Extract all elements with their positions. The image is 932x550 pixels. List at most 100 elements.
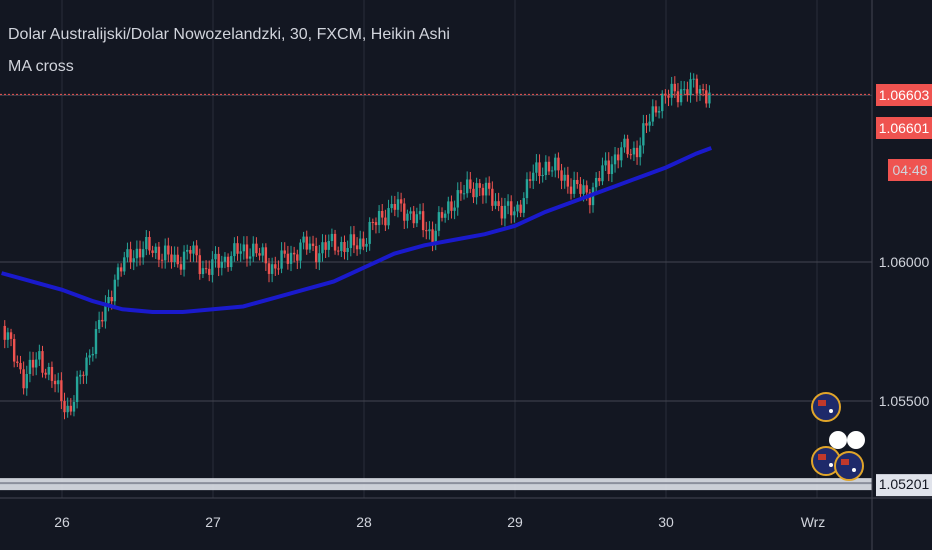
candle-body — [403, 203, 406, 221]
candle-body — [88, 355, 91, 358]
candle-body — [101, 319, 104, 322]
candle-body — [695, 78, 699, 94]
candle-body — [670, 83, 673, 98]
last-price-tag: 1.06603 — [876, 84, 932, 106]
candle-body — [368, 221, 371, 244]
australia-flag-icon[interactable] — [811, 392, 841, 422]
candle-body — [425, 230, 428, 232]
candle-body — [340, 241, 343, 251]
candle-body — [22, 369, 25, 389]
candle-body — [579, 184, 582, 194]
candle-body — [201, 268, 205, 275]
xtick-label: 29 — [507, 514, 523, 530]
candle-body — [390, 203, 393, 209]
candle-body — [661, 93, 664, 112]
candle-body — [311, 243, 315, 246]
candle-body — [79, 374, 82, 377]
candle-body — [138, 248, 142, 258]
candle-body — [57, 380, 60, 385]
candle-body — [223, 256, 227, 262]
ma-line — [1, 146, 712, 315]
candle-body — [657, 111, 661, 113]
candle-body — [632, 147, 636, 155]
candle-body — [601, 165, 604, 182]
candle-body — [179, 264, 183, 270]
candle-body — [230, 256, 233, 268]
candle-body — [110, 296, 113, 302]
event-count-badge[interactable] — [829, 431, 847, 449]
candle-body — [689, 79, 692, 95]
current-price-tag: 1.06601 — [876, 117, 932, 139]
candle-body — [453, 207, 456, 211]
candle-body — [582, 185, 585, 194]
candle-body — [299, 242, 302, 261]
candle-body — [497, 201, 500, 206]
candle-body — [645, 123, 648, 126]
candle-body — [154, 246, 157, 253]
candle-body — [220, 261, 224, 268]
candle-body — [431, 229, 434, 244]
candle-body — [182, 251, 186, 270]
candle-body — [337, 250, 340, 252]
candle-body — [72, 402, 76, 412]
candle-body — [113, 279, 117, 302]
candle-body — [585, 185, 588, 193]
candle-body — [365, 243, 368, 247]
candle-body — [488, 182, 491, 189]
candle-body — [381, 210, 384, 218]
candle-body — [66, 405, 69, 413]
candle-body — [598, 177, 601, 182]
event-count-badge[interactable] — [847, 431, 865, 449]
candle-body — [503, 205, 507, 219]
candle-body — [352, 234, 356, 246]
candle-body — [478, 183, 481, 188]
candle-body — [239, 251, 242, 254]
candle-body — [377, 210, 381, 226]
candle-body — [469, 179, 472, 189]
candle-body — [421, 211, 425, 231]
candle-body — [572, 179, 576, 194]
candle-body — [642, 123, 645, 146]
candle-body — [248, 256, 252, 259]
candle-body — [532, 172, 535, 181]
candle-body — [280, 250, 283, 269]
candle-body — [359, 238, 362, 250]
candle-body — [226, 256, 230, 268]
candle-body — [204, 268, 208, 270]
candle-body — [94, 329, 98, 354]
candle-body — [163, 245, 167, 261]
candle-body — [330, 233, 334, 241]
candle-body — [686, 89, 689, 95]
candle-body — [35, 359, 38, 368]
candle-body — [437, 212, 441, 231]
candle-body — [500, 205, 503, 219]
australia-flag-icon[interactable] — [834, 451, 864, 481]
candle-body — [541, 175, 544, 177]
candle-body — [547, 161, 551, 172]
candle-body — [236, 243, 239, 254]
candle-body — [292, 252, 296, 255]
candle-body — [525, 179, 529, 199]
indicator-legend[interactable]: MA cross — [8, 58, 74, 75]
horizontal-band-line — [0, 482, 872, 485]
candle-body — [9, 332, 13, 339]
candle-body — [12, 338, 16, 362]
candle-body — [519, 204, 522, 213]
candle-body — [494, 201, 497, 206]
candle-body — [274, 264, 277, 269]
candle-body — [208, 268, 211, 275]
candle-body — [610, 164, 614, 175]
candle-body — [676, 91, 680, 103]
candle-body — [53, 380, 57, 385]
candle-body — [167, 245, 170, 255]
candle-body — [44, 372, 47, 375]
candle-body — [126, 249, 129, 258]
candle-body — [324, 242, 327, 250]
xtick-label: 30 — [658, 514, 674, 530]
candle-body — [563, 174, 566, 181]
candle-body — [635, 147, 639, 158]
candle-body — [528, 179, 532, 181]
xtick-label: 28 — [356, 514, 372, 530]
candle-body — [211, 259, 214, 275]
